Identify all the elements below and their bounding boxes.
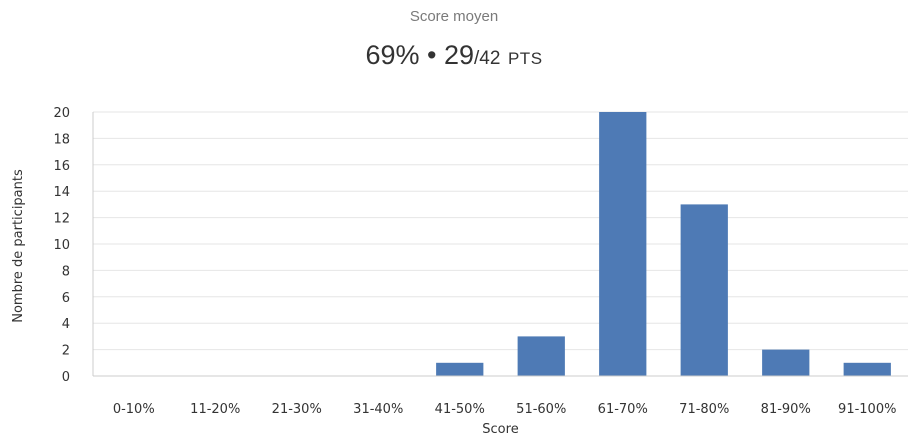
y-axis-title: Nombre de participants (11, 169, 26, 323)
x-tick-label: 81-90% (761, 402, 811, 417)
y-tick-label: 4 (62, 317, 70, 332)
average-score-value: 69% • 29/42 PTS (0, 40, 908, 71)
x-tick-label: 71-80% (679, 402, 729, 417)
x-tick-label: 61-70% (598, 402, 648, 417)
bar-91-100% (843, 362, 891, 376)
y-tick-label: 14 (53, 185, 70, 200)
y-tick-label: 12 (53, 212, 70, 227)
y-tick-label: 10 (53, 238, 70, 253)
y-tick-label: 16 (53, 159, 70, 174)
bar-71-80% (680, 204, 728, 376)
x-tick-label: 11-20% (190, 402, 240, 417)
x-tick-label: 91-100% (838, 402, 896, 417)
y-tick-label: 6 (62, 291, 70, 306)
average-score-total: /42 (474, 48, 501, 69)
bars (436, 112, 891, 376)
y-tick-label: 2 (62, 344, 70, 359)
bar-81-90% (762, 349, 810, 376)
y-tick-label: 0 (62, 370, 70, 385)
average-score-percent: 69% (365, 40, 420, 70)
y-tick-label: 8 (62, 264, 70, 279)
x-axis-title: Score (482, 422, 518, 437)
y-tick-label: 18 (53, 132, 70, 147)
average-score-separator: • (427, 40, 437, 70)
x-tick-label: 51-60% (516, 402, 566, 417)
average-score-points: 29 (443, 40, 475, 70)
x-tick-label: 41-50% (435, 402, 485, 417)
average-score-label: Score moyen (409, 8, 499, 25)
x-tick-label: 31-40% (353, 402, 403, 417)
x-tick-label: 21-30% (272, 402, 322, 417)
grid-lines (93, 111, 908, 351)
x-axis-ticks: 0-10% 11-20% 21-30% 31-40% 41-50% 51-60% 61-70… (113, 402, 897, 417)
x-tick-label: 0-10% (113, 402, 155, 417)
bar-41-50% (436, 362, 484, 376)
y-tick-label: 20 (53, 106, 70, 121)
bar-51-60% (517, 336, 565, 376)
y-axis-ticks: 0 2 4 6 8 10 12 14 16 18 20 (53, 106, 70, 385)
bar-61-70% (599, 112, 647, 376)
average-score-unit: PTS (507, 49, 543, 68)
